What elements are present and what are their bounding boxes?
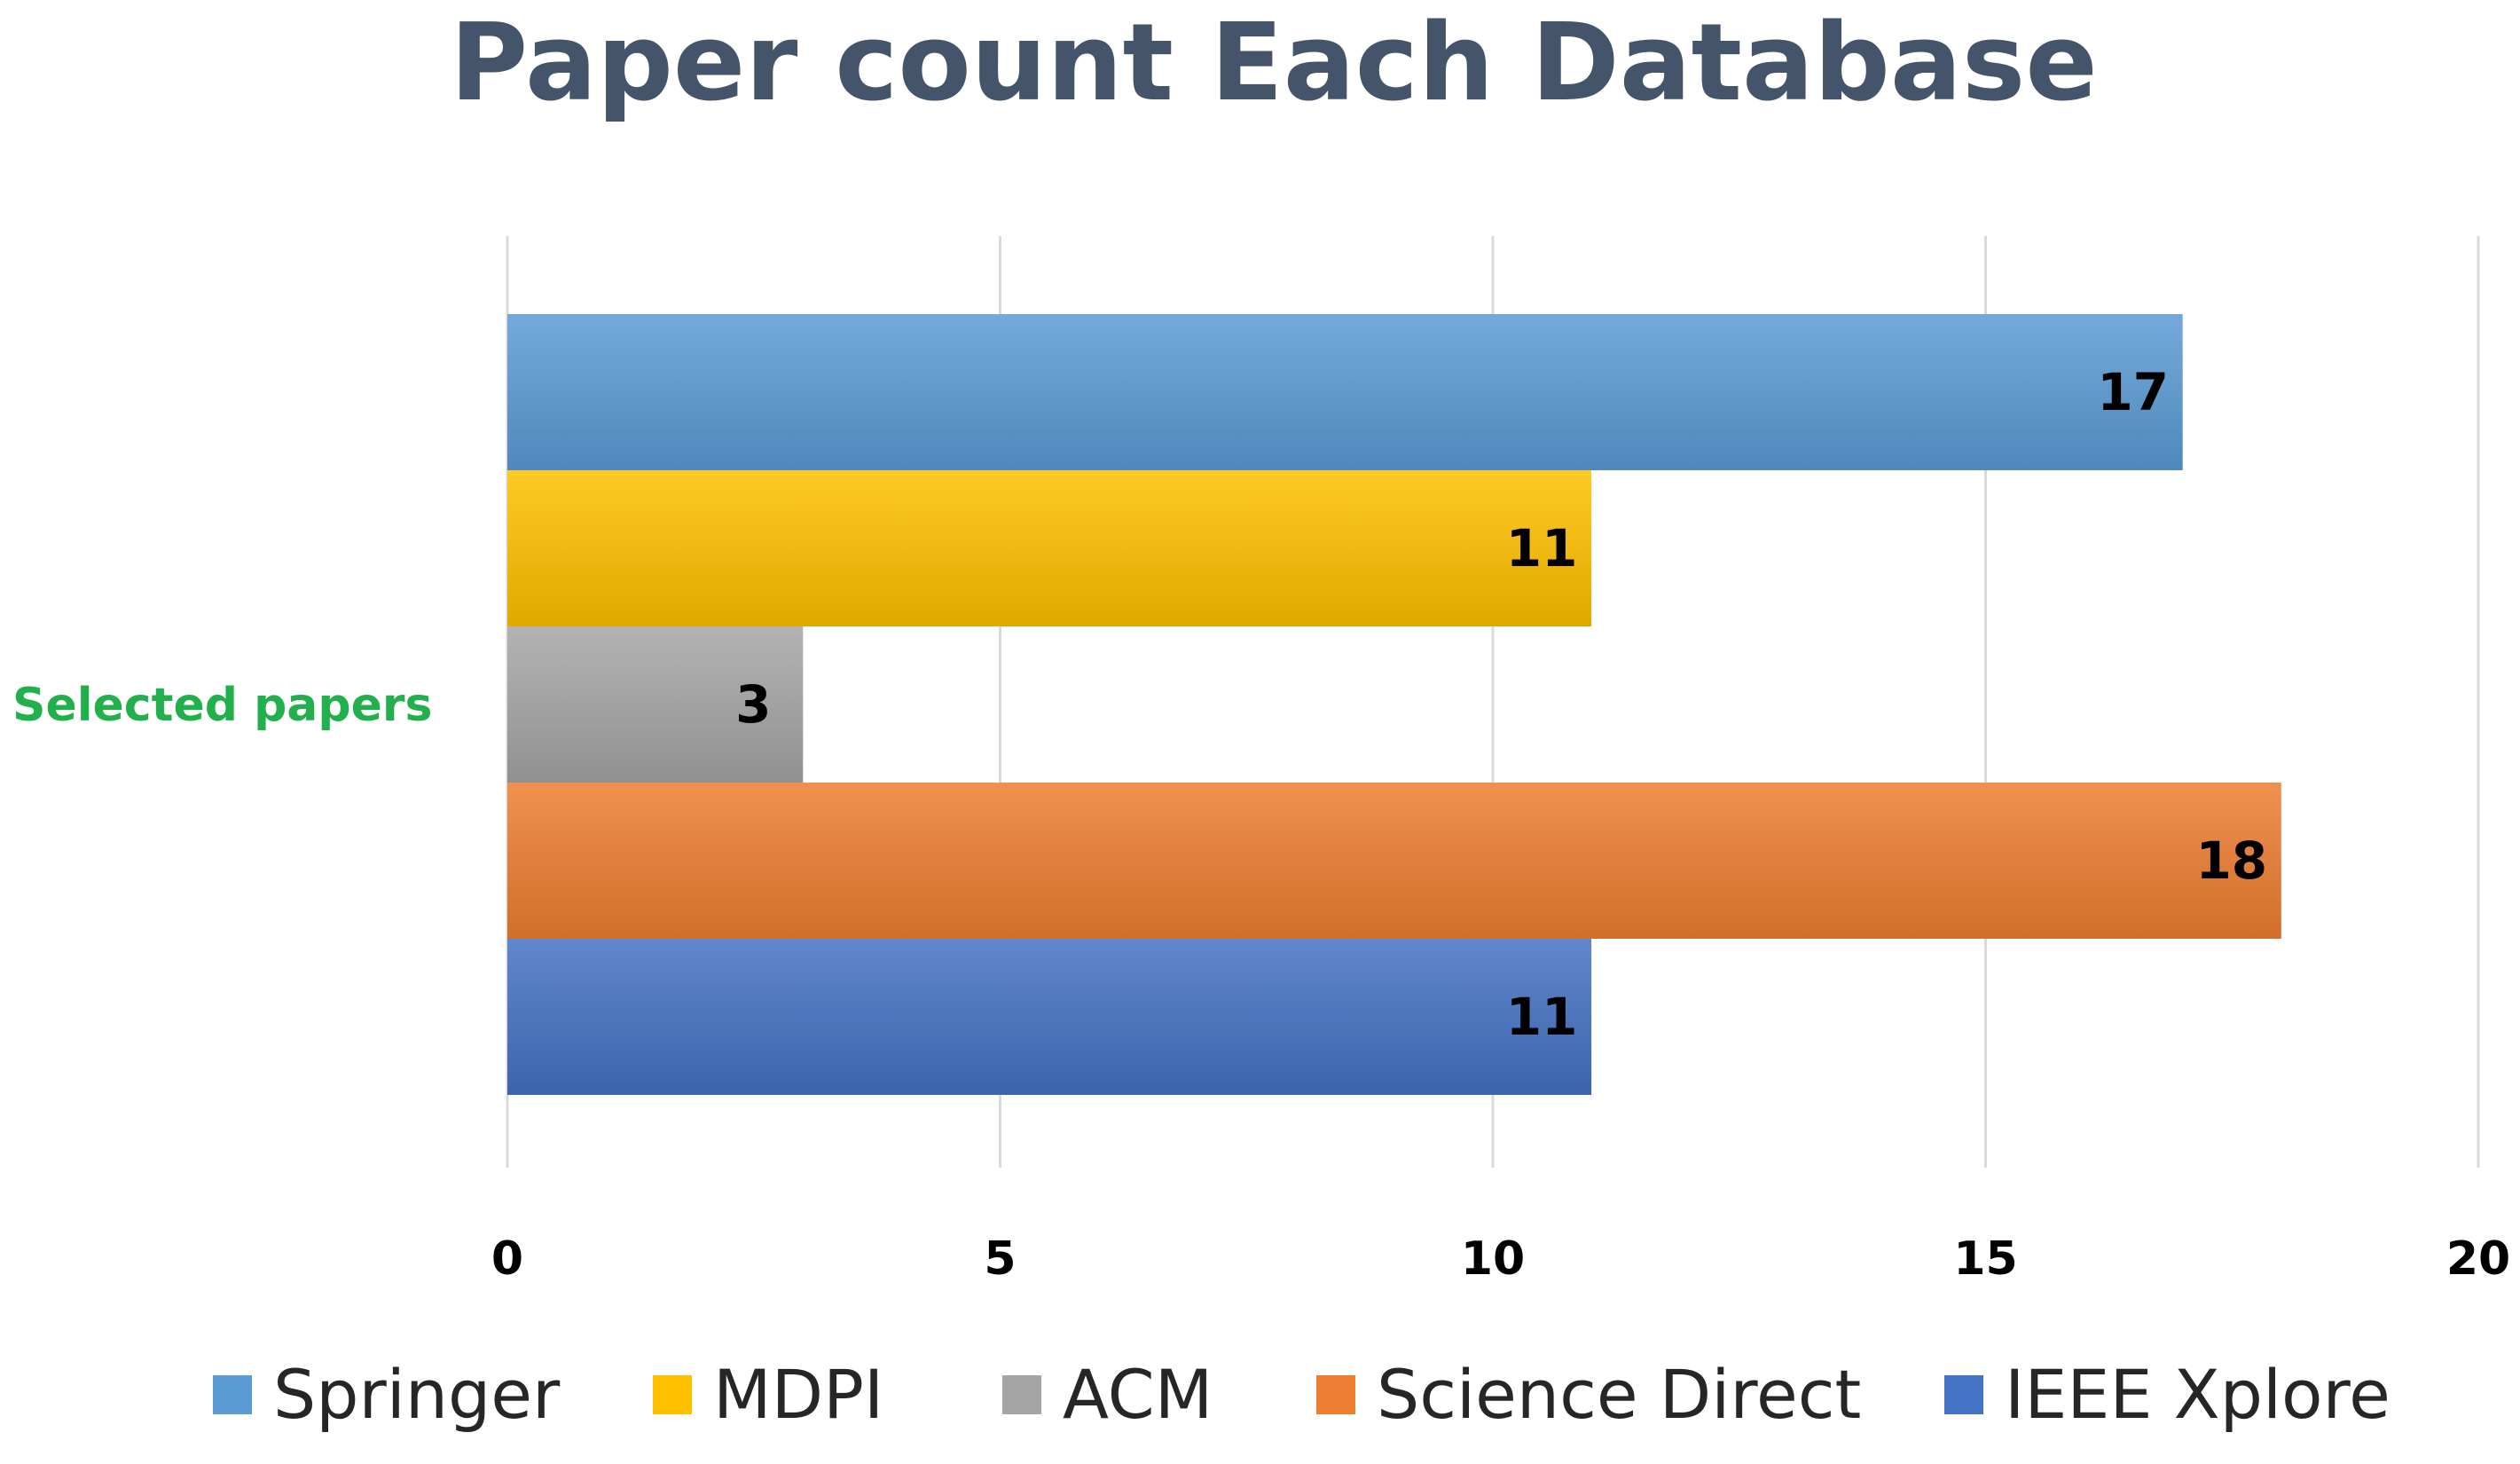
legend-label-science-direct: Science Direct [1377, 1355, 1861, 1434]
data-label-science-direct: 18 [2195, 830, 2267, 891]
x-tick-label-15: 15 [1953, 1232, 2017, 1286]
bar-ieee-xplore [507, 939, 1592, 1095]
data-labels: 17 11 3 18 11 [735, 362, 2267, 1047]
legend-item-springer: Springer [213, 1355, 561, 1434]
legend-label-acm: ACM [1063, 1355, 1213, 1434]
x-axis-ticks: 0 5 10 15 20 [491, 1232, 2510, 1286]
legend-swatch-springer [213, 1375, 252, 1414]
category-label-selected-papers: Selected papers [12, 679, 432, 732]
legend: Springer MDPI ACM Science Direct IEEE Xplore [213, 1355, 2390, 1434]
data-label-acm: 3 [735, 674, 771, 735]
legend-label-ieee-xplore: IEEE Xplore [2005, 1355, 2390, 1434]
legend-swatch-science-direct [1316, 1375, 1355, 1414]
legend-swatch-acm [1002, 1375, 1041, 1414]
x-tick-label-10: 10 [1461, 1232, 1525, 1286]
bar-springer [507, 314, 2183, 470]
legend-swatch-ieee-xplore [1944, 1375, 1983, 1414]
bar-mdpi [507, 470, 1592, 626]
x-tick-label-0: 0 [491, 1232, 523, 1286]
bar-acm [507, 626, 804, 783]
category-labels: Selected papers [12, 679, 432, 732]
legend-item-mdpi: MDPI [653, 1355, 883, 1434]
legend-label-springer: Springer [273, 1355, 561, 1434]
legend-item-acm: ACM [1002, 1355, 1213, 1434]
data-label-springer: 17 [2097, 362, 2169, 422]
data-label-ieee-xplore: 11 [1506, 987, 1578, 1047]
bars [507, 314, 2281, 1095]
x-tick-label-20: 20 [2446, 1232, 2510, 1286]
legend-item-science-direct: Science Direct [1316, 1355, 1861, 1434]
bar-science-direct [507, 783, 2281, 939]
chart-title: Paper count Each Database [450, 2, 2097, 125]
legend-item-ieee-xplore: IEEE Xplore [1944, 1355, 2390, 1434]
legend-label-mdpi: MDPI [713, 1355, 883, 1434]
legend-swatch-mdpi [653, 1375, 692, 1414]
data-label-mdpi: 11 [1506, 518, 1578, 579]
x-tick-label-5: 5 [984, 1232, 1016, 1286]
